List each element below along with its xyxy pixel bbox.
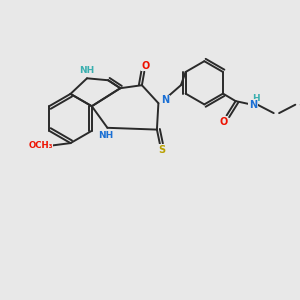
Text: O: O bbox=[220, 117, 228, 127]
Text: O: O bbox=[142, 61, 150, 71]
Text: H: H bbox=[252, 94, 260, 103]
Text: N: N bbox=[249, 100, 257, 110]
Text: N: N bbox=[161, 95, 169, 105]
Text: S: S bbox=[158, 145, 165, 155]
Text: OCH₃: OCH₃ bbox=[28, 141, 53, 150]
Text: NH: NH bbox=[98, 131, 113, 140]
Text: NH: NH bbox=[80, 66, 94, 75]
